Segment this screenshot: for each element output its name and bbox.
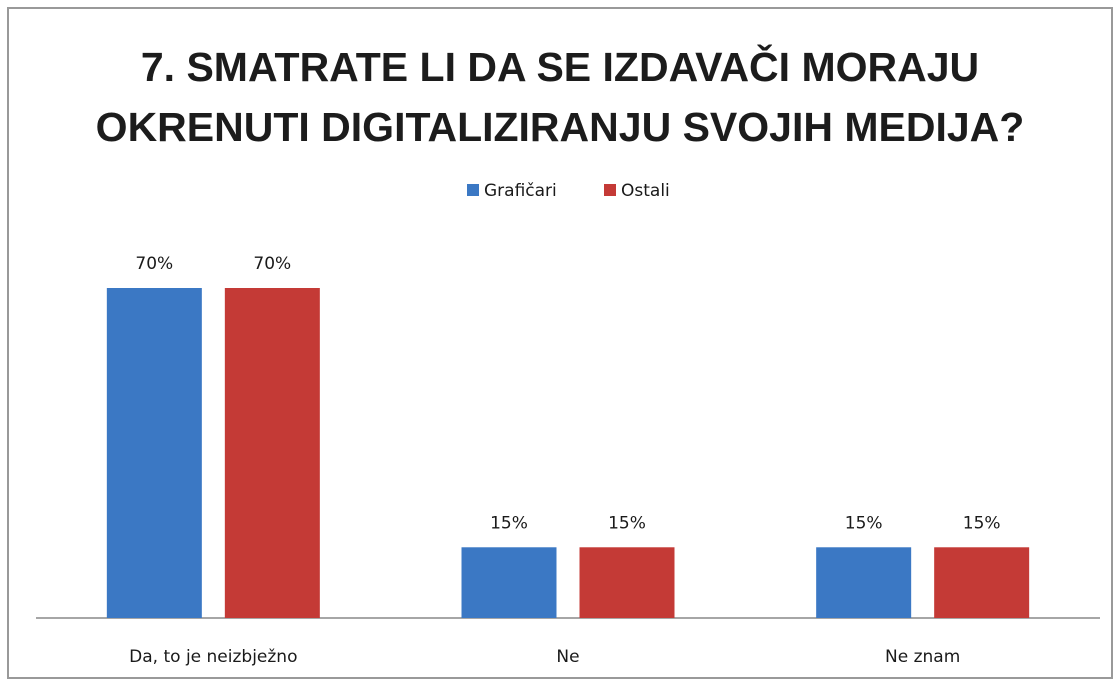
data-label: 15% xyxy=(963,513,1001,533)
bar xyxy=(579,547,675,618)
data-label: 15% xyxy=(845,513,883,533)
data-label: 15% xyxy=(608,513,646,533)
chart-title: OKRENUTI DIGITALIZIRANJU SVOJIH MEDIJA? xyxy=(96,104,1025,150)
data-label: 15% xyxy=(490,513,528,533)
x-tick-label: Ne xyxy=(556,647,579,667)
x-tick-label: Da, to je neizbježno xyxy=(129,647,297,667)
legend-label: Grafičari xyxy=(484,181,557,201)
bar xyxy=(461,547,557,618)
x-tick-label: Ne znam xyxy=(885,647,960,667)
legend-swatch xyxy=(467,184,479,196)
bar xyxy=(934,547,1030,618)
bar xyxy=(816,547,912,618)
chart-title: 7. SMATRATE LI DA SE IZDAVAČI MORAJU xyxy=(141,44,979,90)
bar xyxy=(224,288,320,618)
legend-swatch xyxy=(604,184,616,196)
bar xyxy=(106,288,202,618)
legend-label: Ostali xyxy=(621,181,670,201)
data-label: 70% xyxy=(135,254,173,274)
data-label: 70% xyxy=(253,254,291,274)
